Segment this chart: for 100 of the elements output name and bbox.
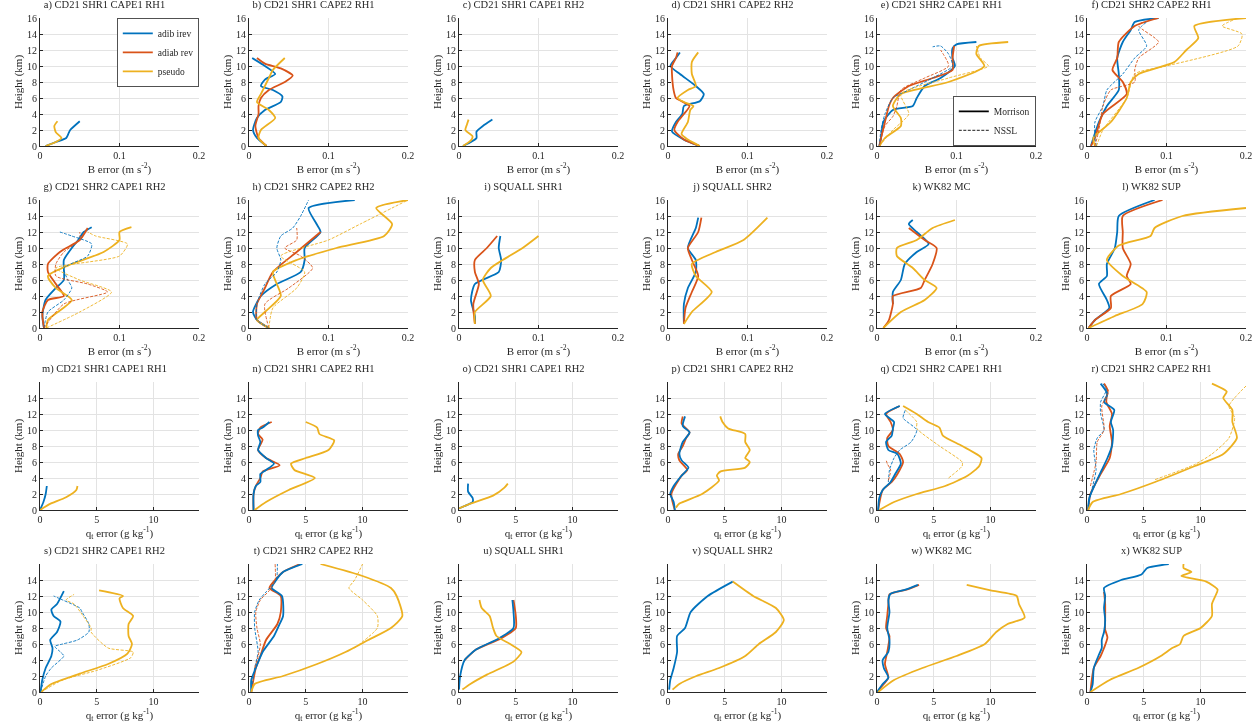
x-axis-title: B error (m s$^{-2}$) [297,161,361,176]
x-axis-title: B error (m s$^{-2}$) [297,343,361,358]
legend-label: adiab rev [157,48,194,58]
y-tick-label: 4 [869,290,875,302]
y-tick-label: 12 [445,590,456,602]
y-tick-label: 10 [27,60,37,72]
y-axis-title: Height (km) [848,418,862,474]
x-tick-label: 5 [303,696,309,707]
y-tick-label: 14 [864,28,875,40]
y-tick-label: 0 [869,686,875,698]
y-tick-label: 12 [27,408,37,420]
y-tick-label: 16 [1073,194,1084,206]
y-tick-label: 4 [450,108,456,120]
x-tick-label: 0.2 [1239,332,1252,343]
line-series [461,118,474,146]
y-axis-title: Height (km) [220,600,234,656]
x-axis-title: B error (m s$^{-2}$) [506,343,571,358]
y-tick-label: 6 [241,638,247,650]
y-tick-label: 8 [241,76,247,88]
y-tick-label: 14 [445,28,456,40]
y-tick-label: 8 [1078,76,1084,88]
y-tick-label: 6 [869,92,875,104]
y-axis-title: Height (km) [11,600,25,656]
y-axis-title: Height (km) [220,54,234,110]
x-axis-title: B error (m s$^{-2}$) [715,161,780,176]
y-tick-label: 2 [241,488,247,500]
x-tick-label: 0.1 [531,150,545,161]
y-axis-title: Height (km) [639,600,653,656]
y-tick-label: 0 [1078,504,1084,516]
y-tick-label: 4 [659,290,665,302]
y-axis-title: Height (km) [848,54,862,110]
y-tick-label: 12 [236,44,247,56]
line-series [473,235,539,325]
y-tick-label: 4 [869,472,875,484]
x-tick-label: 0.2 [1029,332,1043,343]
line-series [254,421,336,510]
y-tick-label: 2 [32,306,37,318]
y-tick-label: 4 [450,472,456,484]
y-tick-label: 12 [654,226,665,238]
y-tick-label: 12 [27,590,37,602]
y-tick-label: 8 [450,258,456,270]
y-axis-title: Height (km) [220,236,234,292]
y-axis-title: Height (km) [11,418,25,474]
y-tick-label: 8 [1078,440,1084,452]
y-tick-label: 4 [450,290,456,302]
y-tick-label: 2 [32,488,37,500]
y-tick-label: 2 [32,670,37,682]
line-series [461,599,522,691]
y-tick-label: 10 [1073,606,1084,618]
y-tick-label: 12 [654,44,665,56]
y-tick-label: 0 [869,504,875,516]
line-series [1089,564,1219,692]
chart-title: c) CD21 SHR1 CAPE1 RH2 [462,0,584,12]
y-tick-label: 2 [869,124,875,136]
y-tick-label: 14 [27,28,37,40]
y-tick-label: 6 [32,456,37,468]
y-tick-label: 6 [659,92,665,104]
x-tick-label: 5 [303,514,309,525]
y-tick-label: 4 [32,108,37,120]
y-tick-label: 14 [236,574,247,586]
y-tick-label: 2 [450,306,456,318]
x-tick-label: 0.1 [322,332,336,343]
x-tick-label: 10 [148,696,159,707]
y-tick-label: 14 [445,574,456,586]
y-axis-title: Height (km) [220,418,234,474]
x-tick-label: 5 [512,514,518,525]
line-series [674,415,751,509]
y-tick-label: 14 [864,392,875,404]
line-series [458,482,509,510]
chart-title: w) WK82 MC [911,545,972,558]
y-tick-label: 10 [236,60,247,72]
y-tick-label: 14 [27,574,37,586]
y-tick-label: 10 [445,606,456,618]
y-tick-label: 0 [450,686,456,698]
y-tick-label: 2 [659,670,665,682]
chart-title: r) CD21 SHR2 CAPE2 RH1 [1090,363,1212,376]
y-tick-label: 6 [659,274,665,286]
x-tick-label: 0.1 [950,150,963,161]
y-tick-label: 0 [659,140,665,152]
y-axis-title: Height (km) [11,236,25,292]
y-tick-label: 14 [27,392,37,404]
y-tick-label: 4 [869,108,875,120]
x-axis-title: q$_{t}$ error (g kg$^{-1}$) [922,525,991,541]
chart-title: e) CD21 SHR2 CAPE1 RH1 [881,0,1003,12]
y-tick-label: 6 [869,456,875,468]
y-axis-title: Height (km) [848,236,862,292]
y-tick-label: 12 [1073,44,1084,56]
y-tick-label: 4 [1078,108,1084,120]
y-tick-label: 2 [32,124,37,136]
y-tick-label: 12 [445,408,456,420]
y-tick-label: 4 [1078,290,1084,302]
chart-title: h) CD21 SHR2 CAPE2 RH2 [252,181,375,194]
y-tick-label: 0 [32,504,37,516]
y-tick-label: 0 [1078,140,1084,152]
y-tick-label: 8 [659,440,665,452]
y-tick-label: 8 [241,622,247,634]
y-tick-label: 6 [869,638,875,650]
y-tick-label: 2 [241,306,247,318]
line-series [682,216,769,325]
x-tick-label: 0.1 [531,332,545,343]
